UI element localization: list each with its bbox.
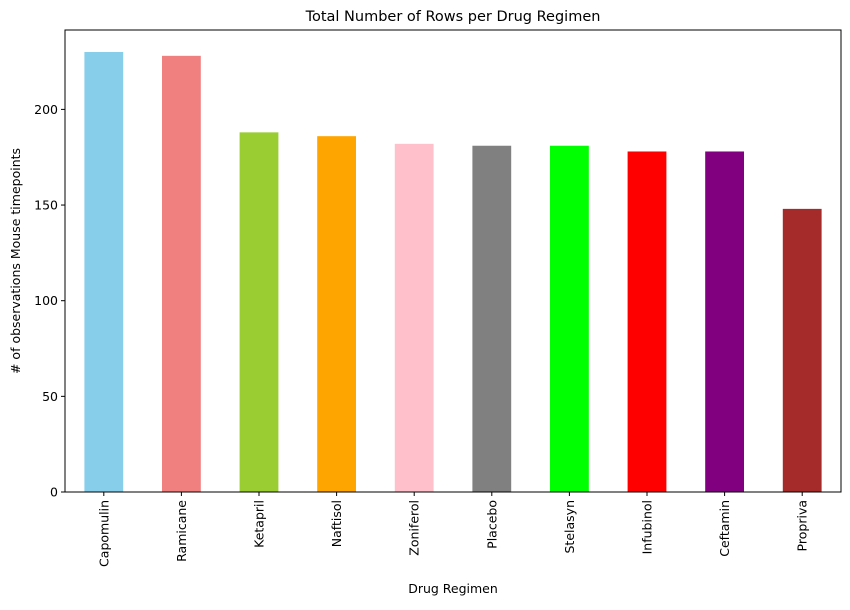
x-tick-label-ketapril: Ketapril bbox=[252, 500, 267, 548]
y-tick-label: 50 bbox=[42, 389, 58, 404]
x-tick-label-infubinol: Infubinol bbox=[640, 500, 655, 554]
y-axis: 0 50 100 150 200 bbox=[34, 102, 65, 500]
x-tick-label-ramicane: Ramicane bbox=[174, 500, 189, 562]
bar-ketapril bbox=[239, 132, 279, 492]
bar-placebo bbox=[472, 145, 512, 493]
bar-propriva bbox=[782, 208, 822, 492]
bars-group bbox=[84, 52, 822, 493]
bar-zoniferol bbox=[394, 143, 434, 492]
x-tick-label-stelasyn: Stelasyn bbox=[562, 500, 577, 554]
y-tick-label: 200 bbox=[34, 102, 58, 117]
x-axis-label: Drug Regimen bbox=[408, 581, 498, 596]
bar-infubinol bbox=[627, 151, 667, 493]
x-tick-label-capomulin: Capomulin bbox=[96, 500, 111, 567]
bar-ceftamin bbox=[705, 151, 744, 493]
y-tick-label: 100 bbox=[34, 293, 58, 308]
x-tick-label-placebo: Placebo bbox=[484, 500, 499, 549]
y-tick-label: 0 bbox=[50, 485, 58, 500]
bar-naftisol bbox=[317, 136, 356, 493]
y-axis-label: # of observations Mouse timepoints bbox=[8, 148, 23, 374]
bar-capomulin bbox=[84, 52, 124, 492]
x-axis: Capomulin Ramicane Ketapril Naftisol Zonifer… bbox=[96, 492, 810, 567]
bar-stelasyn bbox=[550, 145, 589, 493]
x-tick-label-ceftamin: Ceftamin bbox=[717, 500, 732, 557]
bar-ramicane bbox=[162, 55, 201, 492]
x-tick-label-zoniferol: Zoniferol bbox=[407, 500, 422, 556]
x-tick-label-propriva: Propriva bbox=[795, 500, 810, 551]
x-tick-label-naftisol: Naftisol bbox=[329, 500, 344, 547]
y-tick-label: 150 bbox=[34, 198, 58, 213]
chart-title: Total Number of Rows per Drug Regimen bbox=[305, 9, 601, 25]
plot-frame bbox=[64, 29, 842, 493]
